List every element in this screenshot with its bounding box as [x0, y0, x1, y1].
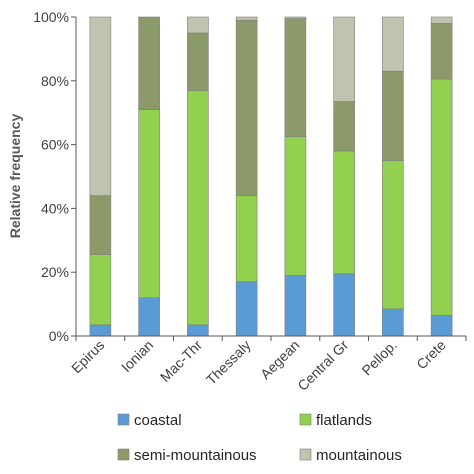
bar-mountainous-mac-thr: [187, 16, 209, 34]
bar-semi-mountainous-crete: [430, 23, 453, 80]
bar-flatlands-thessaly: [235, 195, 258, 283]
bar-coastal-mac-thr: [187, 324, 209, 337]
legend-label-coastal: coastal: [134, 412, 182, 429]
bar-mountainous-central-gr: [333, 16, 355, 102]
x-tick-label: Ionian: [118, 337, 156, 375]
bar-flatlands-crete: [430, 78, 453, 316]
y-tick-label: 60%: [41, 137, 69, 153]
bar-coastal-epirus: [89, 324, 112, 337]
bar-semi-mountainous-ionian: [138, 16, 160, 110]
x-tick-label: Crete: [413, 337, 449, 373]
y-tick-label: 0%: [49, 328, 69, 344]
x-tick-label: Central Gr: [294, 337, 351, 394]
legend-swatch-mountainous: [299, 448, 312, 461]
bar-flatlands-central-gr: [333, 150, 355, 275]
axes-group: [71, 16, 467, 341]
bar-coastal-central-gr: [333, 273, 355, 337]
legend-swatch-flatlands: [299, 413, 312, 426]
legend: coastal flatlands semi-mountainous mountain…: [117, 412, 402, 464]
bar-semi-mountainous-central-gr: [333, 101, 355, 152]
y-tick-label: 80%: [41, 73, 69, 89]
bar-coastal-crete: [430, 314, 453, 337]
y-axis-title: Relative frequency: [7, 114, 23, 239]
bar-semi-mountainous-pellop-: [382, 70, 404, 161]
bar-flatlands-ionian: [138, 109, 160, 299]
legend-label-mountainous: mountainous: [316, 447, 402, 464]
y-tick-labels: 0% 20% 40% 60% 80% 100%: [33, 9, 69, 344]
bar-mountainous-epirus: [89, 16, 112, 196]
bar-flatlands-pellop-: [382, 160, 404, 310]
bar-mountainous-crete: [430, 16, 453, 24]
y-tick-label: 40%: [41, 200, 69, 216]
bar-flatlands-mac-thr: [187, 90, 209, 326]
bar-semi-mountainous-mac-thr: [187, 32, 209, 91]
legend-swatch-coastal: [117, 413, 130, 426]
bar-mountainous-pellop-: [382, 16, 404, 72]
legend-swatch-semi-mountainous: [117, 448, 130, 461]
bar-semi-mountainous-aegean: [284, 18, 307, 137]
bar-mountainous-aegean: [284, 16, 307, 19]
bar-coastal-ionian: [138, 297, 160, 337]
bar-flatlands-aegean: [284, 136, 307, 276]
x-tick-label: Aegean: [257, 337, 302, 382]
bar-coastal-pellop-: [382, 308, 404, 337]
legend-label-semi-mountainous: semi-mountainous: [134, 447, 257, 464]
bar-coastal-thessaly: [235, 281, 258, 337]
bar-semi-mountainous-thessaly: [235, 19, 258, 196]
bar-mountainous-thessaly: [235, 16, 258, 21]
bars-group: [89, 16, 453, 337]
y-tick-label: 20%: [41, 264, 69, 280]
bar-flatlands-epirus: [89, 254, 112, 326]
x-tick-label: Epirus: [68, 337, 107, 376]
bar-semi-mountainous-epirus: [89, 195, 112, 255]
y-tick-label: 100%: [33, 9, 69, 25]
x-tick-label: Pellop.: [358, 337, 400, 379]
legend-label-flatlands: flatlands: [316, 412, 372, 429]
x-tick-label: Thessaly: [203, 337, 254, 388]
x-tick-label: Mac-Thr: [157, 337, 205, 385]
bar-coastal-aegean: [284, 275, 307, 337]
